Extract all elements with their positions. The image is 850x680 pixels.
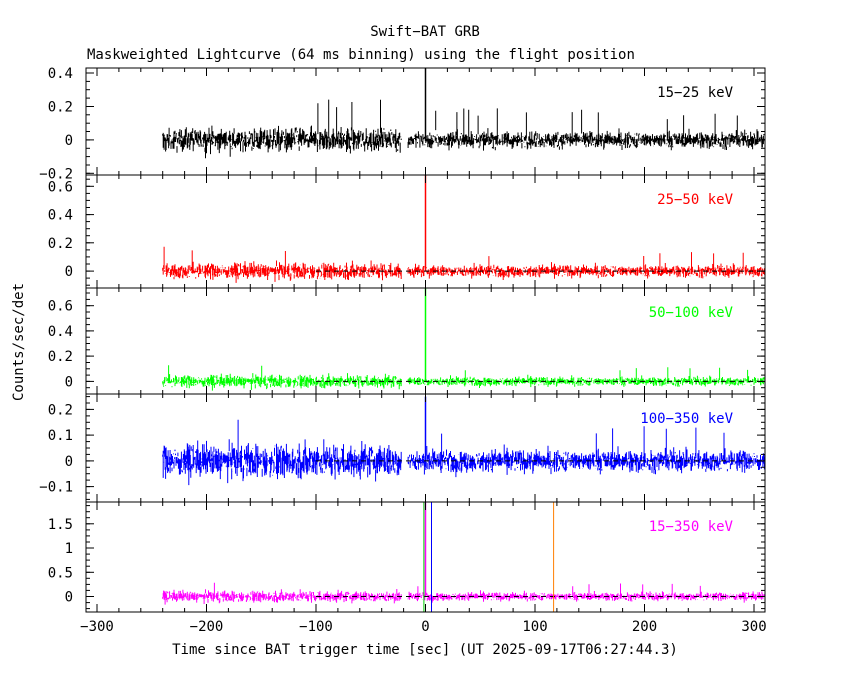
y-tick-label: 0.5: [48, 565, 73, 581]
lightcurve-series: [162, 582, 766, 605]
lightcurve-series: [162, 365, 766, 391]
y-tick-label: 0.4: [48, 66, 73, 82]
band-label: 15−350 keV: [649, 519, 734, 535]
y-tick-label: 0.6: [48, 179, 73, 195]
y-tick-label: 1: [65, 541, 73, 557]
y-tick-label: 0: [65, 454, 73, 470]
x-tick-label: 100: [522, 619, 547, 635]
panel-3: 0 0.2 0.4 0.6 50−100 keV: [48, 287, 766, 395]
panel-2: 0 0.2 0.4 0.6 25−50 keV: [48, 174, 766, 289]
x-tick-label: −100: [299, 619, 333, 635]
y-tick-label: 0.2: [48, 100, 73, 116]
y-tick-label: 0: [65, 374, 73, 390]
y-tick-label: 0.2: [48, 402, 73, 418]
band-label: 15−25 keV: [657, 85, 733, 101]
y-tick-label: 0.2: [48, 236, 73, 252]
y-tick-label: 0.4: [48, 208, 73, 224]
y-tick-label: −0.1: [39, 480, 73, 496]
x-axis-ticks: −300 −200 −100 0 100 200 300: [80, 619, 767, 635]
lightcurve-series: [162, 246, 766, 283]
x-tick-label: 0: [421, 619, 429, 635]
band-label: 25−50 keV: [657, 192, 733, 208]
y-axis-label: Counts/sec/det: [11, 283, 27, 401]
y-tick-label: 0.6: [48, 299, 73, 315]
band-label: 100−350 keV: [640, 411, 733, 427]
y-tick-label: 0: [65, 590, 73, 606]
lightcurve-series: [162, 99, 766, 159]
band-label: 50−100 keV: [649, 305, 734, 321]
x-tick-label: −300: [80, 619, 114, 635]
panel-4: −0.1 0 0.1 0.2 100−350 keV: [39, 393, 766, 503]
y-tick-label: 1.5: [48, 517, 73, 533]
x-axis-label: Time since BAT trigger time [sec] (UT 20…: [172, 642, 678, 658]
y-tick-label: −0.2: [39, 166, 73, 182]
y-tick-label: 0.4: [48, 324, 73, 340]
chart-title: Swift−BAT GRB: [370, 24, 480, 40]
x-tick-label: 300: [741, 619, 766, 635]
panel-1: −0.2 0 0.2 0.4 15−25 keV: [39, 66, 766, 182]
lightcurve-series: [162, 419, 766, 486]
y-tick-label: 0: [65, 264, 73, 280]
x-tick-label: −200: [190, 619, 224, 635]
x-tick-label: 200: [632, 619, 657, 635]
y-tick-label: 0.2: [48, 349, 73, 365]
chart-subtitle: Maskweighted Lightcurve (64 ms binning) …: [87, 47, 635, 63]
panel-5: 0 0.5 1 1.5 15−350 keV: [48, 501, 766, 613]
y-tick-label: 0.1: [48, 428, 73, 444]
y-tick-label: 0: [65, 133, 73, 149]
